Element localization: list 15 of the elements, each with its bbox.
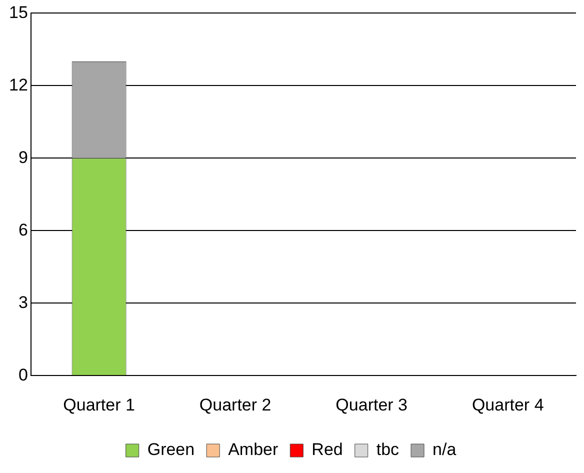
y-tick-label: 9	[18, 148, 28, 167]
x-tick-label: Quarter 1	[63, 395, 135, 414]
y-tick-label: 15	[8, 2, 28, 22]
x-tick-label: Quarter 3	[336, 395, 408, 414]
y-tick-label: 0	[18, 365, 28, 384]
y-tick-label: 6	[18, 220, 28, 240]
legend-label: n/a	[432, 440, 457, 460]
x-tick-label: Quarter 2	[199, 395, 272, 414]
legend-label: Red	[312, 440, 343, 460]
legend-label: tbc	[376, 440, 400, 460]
x-tick-label: Quarter 4	[472, 395, 544, 414]
y-tick-label: 3	[18, 292, 28, 312]
y-tick-label: 12	[8, 75, 28, 94]
legend-label: Green	[147, 440, 195, 460]
legend-label: Amber	[228, 440, 278, 460]
